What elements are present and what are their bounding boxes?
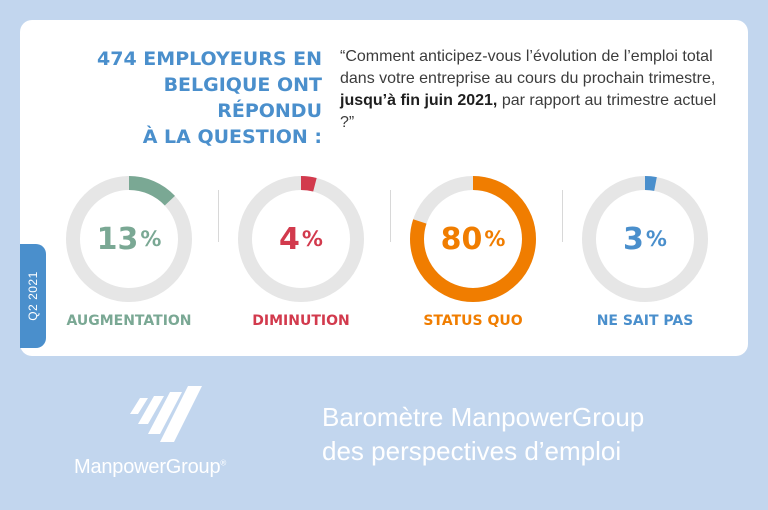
headline-line-2: BELGIQUE ONT RÉPONDU — [163, 74, 322, 122]
donut-ring — [582, 176, 708, 302]
donut-arc — [410, 176, 536, 302]
headline-line-1: 474 EMPLOYEURS EN — [97, 48, 322, 70]
question-text-start: “Comment anticipez-vous l’évolution de l… — [340, 48, 716, 87]
footer-line-2: des perspectives d’emploi — [322, 436, 622, 466]
percentage-value: 4% — [237, 175, 365, 303]
percent-sign: % — [645, 227, 667, 251]
brand-name-text: ManpowerGroup — [74, 456, 221, 478]
percentage-number: 80 — [440, 221, 483, 257]
headline-line-3: À LA QUESTION : — [142, 126, 322, 148]
registered-mark: ® — [220, 458, 227, 468]
label-diminution: DIMINUTION — [252, 313, 350, 329]
divider — [562, 190, 563, 242]
question-text-end: par rapport au trimestre actuel ?” — [340, 92, 717, 131]
donut-ring — [66, 176, 192, 302]
donut-diminution: 4% — [237, 175, 365, 303]
percentage-number: 4 — [279, 221, 300, 257]
survey-card: 474 EMPLOYEURS EN BELGIQUE ONT RÉPONDU À… — [20, 20, 748, 356]
footer-title: Baromètre ManpowerGroup des perspectives… — [322, 400, 644, 468]
donut-ring — [238, 176, 364, 302]
donut-augmentation: 13% — [65, 175, 193, 303]
donut-arc — [582, 176, 708, 302]
label-augmentation: AUGMENTATION — [66, 313, 192, 329]
percentage-number: 13 — [96, 221, 139, 257]
percent-sign: % — [484, 227, 506, 251]
percent-sign: % — [140, 227, 162, 251]
percentage-value: 13% — [65, 175, 193, 303]
question-deadline: jusqu’à fin juin 2021, — [340, 92, 498, 109]
survey-question: “Comment anticipez-vous l’évolution de l… — [340, 46, 730, 134]
donut-arc — [238, 176, 364, 302]
donut-arc — [66, 176, 192, 302]
label-ne-sait-pas: NE SAIT PAS — [596, 313, 694, 329]
percentage-number: 3 — [623, 221, 644, 257]
donut-status-quo: 80% — [409, 175, 537, 303]
label-status-quo: STATUS QUO — [423, 313, 523, 329]
respondents-headline: 474 EMPLOYEURS EN BELGIQUE ONT RÉPONDU À… — [60, 46, 322, 150]
manpowergroup-logo-icon — [130, 386, 202, 442]
period-tab: Q2 2021 — [20, 244, 46, 348]
donut-ne-sait-pas: 3% — [581, 175, 709, 303]
percentage-value: 3% — [581, 175, 709, 303]
brand-name: ManpowerGroup® — [74, 456, 226, 479]
percentage-value: 80% — [409, 175, 537, 303]
divider — [390, 190, 391, 242]
percent-sign: % — [301, 227, 323, 251]
footer-line-1: Baromètre ManpowerGroup — [322, 402, 645, 432]
divider — [218, 190, 219, 242]
donut-ring — [410, 176, 536, 302]
